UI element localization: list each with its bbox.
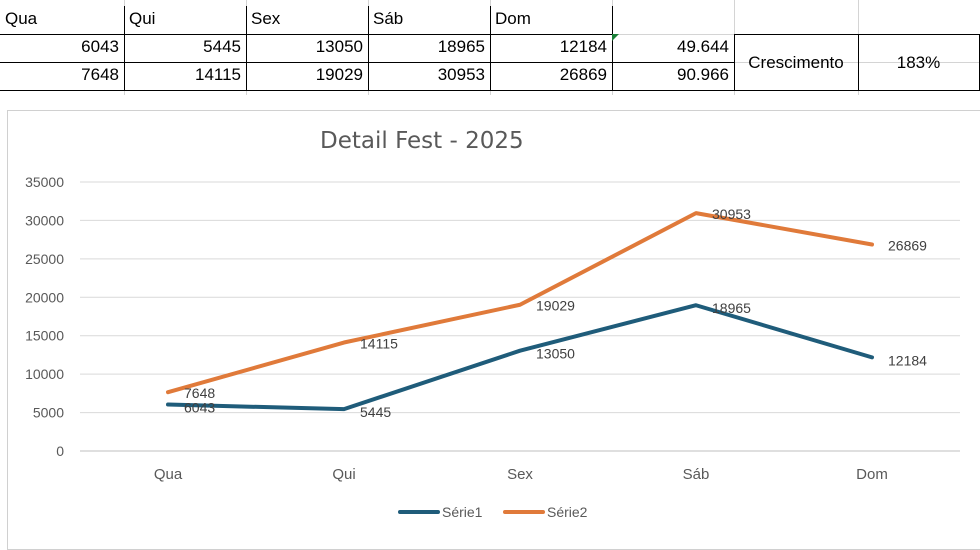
data-label: 26869	[888, 237, 927, 253]
data-label: 7648	[184, 385, 215, 401]
chart-title: Detail Fest - 2025	[320, 128, 524, 154]
data-label: 18965	[712, 300, 751, 316]
data-cell[interactable]: 5445	[124, 34, 247, 63]
header-cell[interactable]: Qua	[0, 6, 125, 35]
x-tick-label: Sáb	[683, 466, 710, 483]
x-tick-label: Qua	[154, 466, 183, 483]
data-label: 6043	[184, 400, 215, 416]
data-cell[interactable]: 6043	[0, 34, 125, 63]
data-cell[interactable]: 12184	[490, 34, 613, 63]
y-tick-label: 15000	[25, 328, 64, 344]
data-label: 14115	[360, 336, 398, 352]
y-tick-label: 0	[56, 443, 64, 459]
x-tick-label: Dom	[856, 466, 888, 483]
data-cell[interactable]: 18965	[368, 34, 491, 63]
y-tick-label: 5000	[33, 405, 64, 421]
data-cell[interactable]: 26869	[490, 62, 613, 91]
chart-area[interactable]	[7, 110, 980, 550]
growth-label-cell[interactable]: Crescimento	[734, 34, 859, 91]
header-cell[interactable]: Dom	[490, 6, 613, 35]
data-label: 19029	[536, 298, 575, 314]
data-cell[interactable]: 19029	[246, 62, 369, 91]
y-tick-label: 10000	[25, 366, 64, 382]
legend-label: Série1	[442, 504, 483, 520]
data-label: 13050	[536, 346, 575, 362]
series-line-2	[166, 211, 874, 395]
data-cell[interactable]: 7648	[0, 62, 125, 91]
y-tick-label: 35000	[25, 174, 64, 190]
data-label: 30953	[712, 206, 751, 222]
series-line-1	[166, 303, 874, 412]
y-tick-label: 25000	[25, 251, 64, 267]
x-tick-label: Sex	[507, 466, 533, 483]
y-tick-label: 30000	[25, 212, 64, 228]
y-tick-label: 20000	[25, 289, 64, 305]
total-cell[interactable]: 90.966	[612, 62, 735, 91]
spreadsheet-grid: Qua Qui Sex Sáb Dom 6043 5445 13050 1896…	[0, 0, 980, 95]
data-cell[interactable]: 30953	[368, 62, 491, 91]
line-chart: 0 5000 10000 15000 20000 25000 30000 35000 Qua Qu…	[25, 174, 960, 520]
x-tick-label: Qui	[332, 466, 355, 483]
data-label: 12184	[888, 352, 927, 368]
legend-label: Série2	[547, 504, 588, 520]
header-cell[interactable]: Sáb	[368, 6, 491, 35]
data-cell[interactable]: 13050	[246, 34, 369, 63]
data-label: 5445	[360, 404, 391, 420]
data-cell[interactable]: 14115	[124, 62, 247, 91]
header-cell[interactable]: Sex	[246, 6, 369, 35]
total-cell[interactable]: 49.644	[612, 34, 735, 63]
cell-comment-marker	[612, 34, 619, 41]
header-cell[interactable]: Qui	[124, 6, 247, 35]
